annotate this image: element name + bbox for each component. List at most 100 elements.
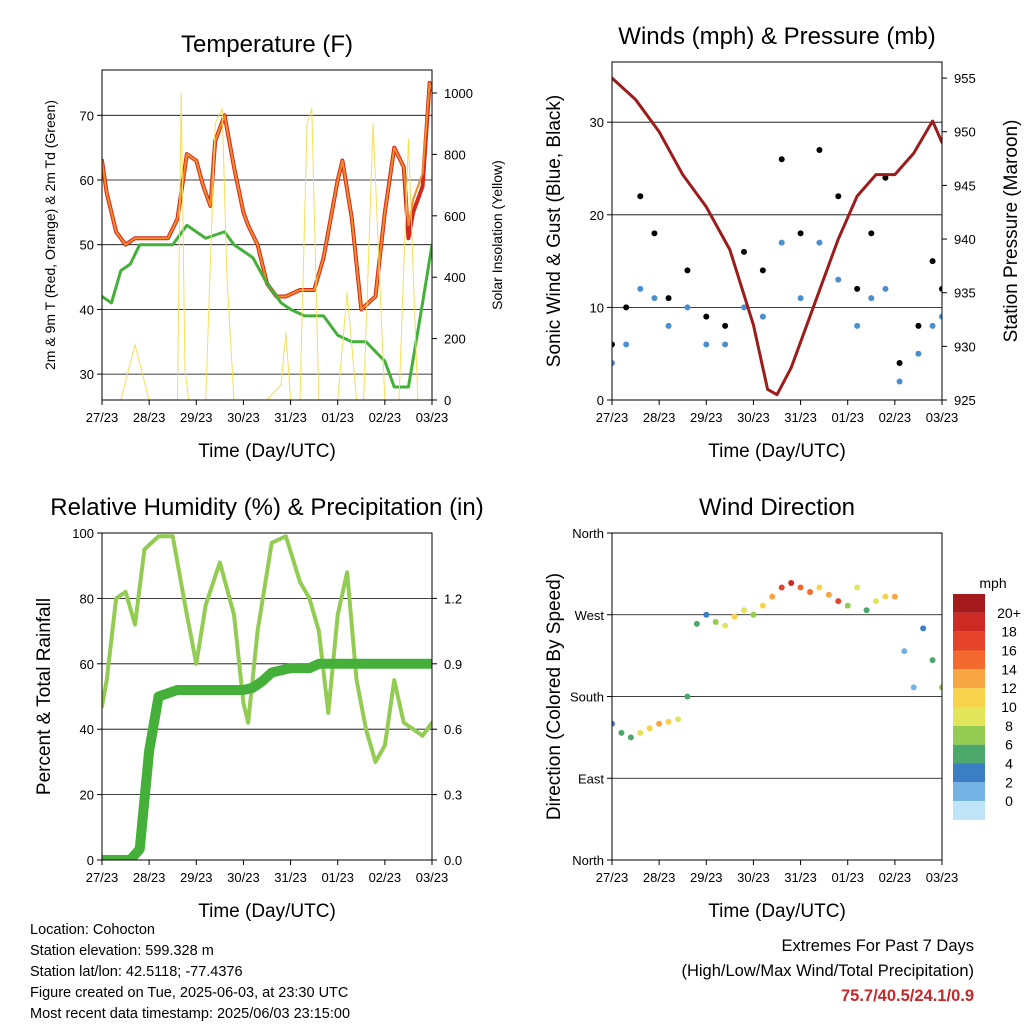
direction-point — [646, 725, 653, 732]
y-axis-label: 2m & 9m T (Red, Orange) & 2m Td (Green) — [42, 100, 58, 370]
direction-point — [665, 718, 672, 725]
ytick-label: 100 — [72, 526, 94, 541]
ytick-label: 40 — [80, 722, 94, 737]
direction-point — [844, 602, 851, 609]
colorbar-swatch — [953, 763, 985, 783]
colorbar-swatch — [953, 669, 985, 689]
gust-point — [778, 156, 785, 163]
gust-point — [896, 359, 903, 366]
direction-point — [693, 620, 700, 627]
colorbar-label: 20+ — [997, 605, 1021, 621]
direction-point — [920, 625, 927, 632]
ytick-right-label: 0.0 — [444, 853, 462, 868]
xtick-label: 27/23 — [596, 870, 629, 885]
colorbar-swatch — [953, 650, 985, 670]
ytick-label: 20 — [80, 788, 94, 803]
direction-point — [939, 684, 942, 691]
wind-point — [637, 285, 644, 292]
xtick-label: 27/23 — [86, 410, 119, 425]
y-axis-label: Direction (Colored By Speed) — [544, 573, 565, 820]
wind-point — [835, 276, 842, 283]
location-text: Location: Cohocton — [30, 922, 155, 938]
direction-point — [656, 720, 663, 727]
ytick-label: South — [570, 690, 604, 705]
plot-frame — [101, 69, 433, 401]
wind-point — [651, 295, 658, 302]
plot-frame — [101, 532, 433, 861]
xtick-label: 03/23 — [416, 870, 449, 885]
gust-point — [835, 193, 842, 200]
xtick-label: 30/23 — [737, 870, 770, 885]
colorbar-swatch — [953, 631, 985, 651]
y-axis-right-label: Solar Insolation (Yellow) — [489, 160, 505, 310]
precip-line — [102, 658, 432, 860]
y-axis-right-label: Station Pressure (Maroon) — [1001, 120, 1022, 343]
direction-point — [797, 584, 804, 591]
direction-point — [901, 648, 908, 655]
xtick-label: 29/23 — [180, 410, 213, 425]
colorbar-label: 16 — [1001, 643, 1017, 659]
extremes-box: Extremes For Past 7 Days (High/Low/Max W… — [681, 934, 974, 1009]
created-text: Figure created on Tue, 2025-06-03, at 23… — [30, 985, 349, 1001]
ytick-label: East — [578, 771, 604, 786]
xtick-label: 27/23 — [596, 410, 629, 425]
gust-point — [797, 230, 804, 237]
gust-point — [882, 174, 889, 181]
direction-point — [854, 584, 861, 591]
wind-point — [665, 322, 672, 329]
chart-title: Wind Direction — [699, 494, 855, 521]
direction-point — [612, 720, 615, 727]
colorbar-title: mph — [979, 575, 1006, 591]
ytick-right-label: 940 — [954, 232, 976, 247]
ytick-right-label: 800 — [444, 147, 466, 162]
x-axis-label: Time (Day/UTC) — [198, 901, 336, 922]
direction-point — [627, 734, 634, 741]
xtick-label: 03/23 — [926, 870, 959, 885]
gust-point — [722, 322, 729, 329]
xtick-label: 02/23 — [879, 410, 912, 425]
xtick-label: 01/23 — [831, 410, 864, 425]
extremes-title: Extremes For Past 7 Days — [781, 937, 974, 955]
wind-point — [623, 341, 630, 348]
ytick-right-label: 1000 — [444, 86, 473, 101]
direction-point — [703, 611, 710, 618]
xtick-label: 03/23 — [416, 410, 449, 425]
xtick-label: 31/23 — [274, 870, 307, 885]
ytick-label: 0 — [597, 393, 604, 408]
ytick-label: 10 — [590, 300, 604, 315]
x-axis-label: Time (Day/UTC) — [708, 901, 846, 922]
gust-point — [929, 258, 936, 265]
colorbar-label: 0 — [1005, 793, 1013, 809]
ytick-right-label: 200 — [444, 332, 466, 347]
gust-point — [612, 341, 615, 348]
gust-point — [637, 193, 644, 200]
extremes-value: 75.7/40.5/24.1/0.9 — [840, 987, 974, 1005]
gust-point — [868, 230, 875, 237]
direction-point — [891, 593, 898, 600]
panel-1: 30 40 50 60 70 0 200 400 600 800 1000 27/23 28/23 29/… — [42, 31, 505, 462]
recent-timestamp-text: Most recent data timestamp: 2025/06/03 2… — [30, 1006, 351, 1022]
colorbar-label: 14 — [1001, 661, 1017, 677]
direction-point — [731, 613, 738, 620]
direction-point — [637, 729, 644, 736]
ytick-right-label: 600 — [444, 209, 466, 224]
latlon-text: Station lat/lon: 42.5118; -77.4376 — [30, 964, 243, 980]
ytick-label: 60 — [80, 657, 94, 672]
series-group — [612, 579, 942, 741]
xtick-label: 28/23 — [643, 410, 676, 425]
gust-point — [939, 285, 942, 292]
wind-point — [741, 304, 747, 311]
wind-point — [816, 239, 823, 246]
xtick-label: 31/23 — [784, 870, 817, 885]
series-group — [612, 76, 942, 397]
direction-point — [618, 729, 625, 736]
ytick-right-label: 1.2 — [444, 591, 462, 606]
ytick-right-label: 400 — [444, 270, 466, 285]
direction-point — [835, 598, 842, 605]
pressure-line — [612, 76, 942, 397]
direction-point — [929, 657, 936, 664]
wind-point — [868, 295, 875, 302]
x-axis-label: Time (Day/UTC) — [198, 441, 336, 462]
direction-point — [684, 693, 691, 700]
